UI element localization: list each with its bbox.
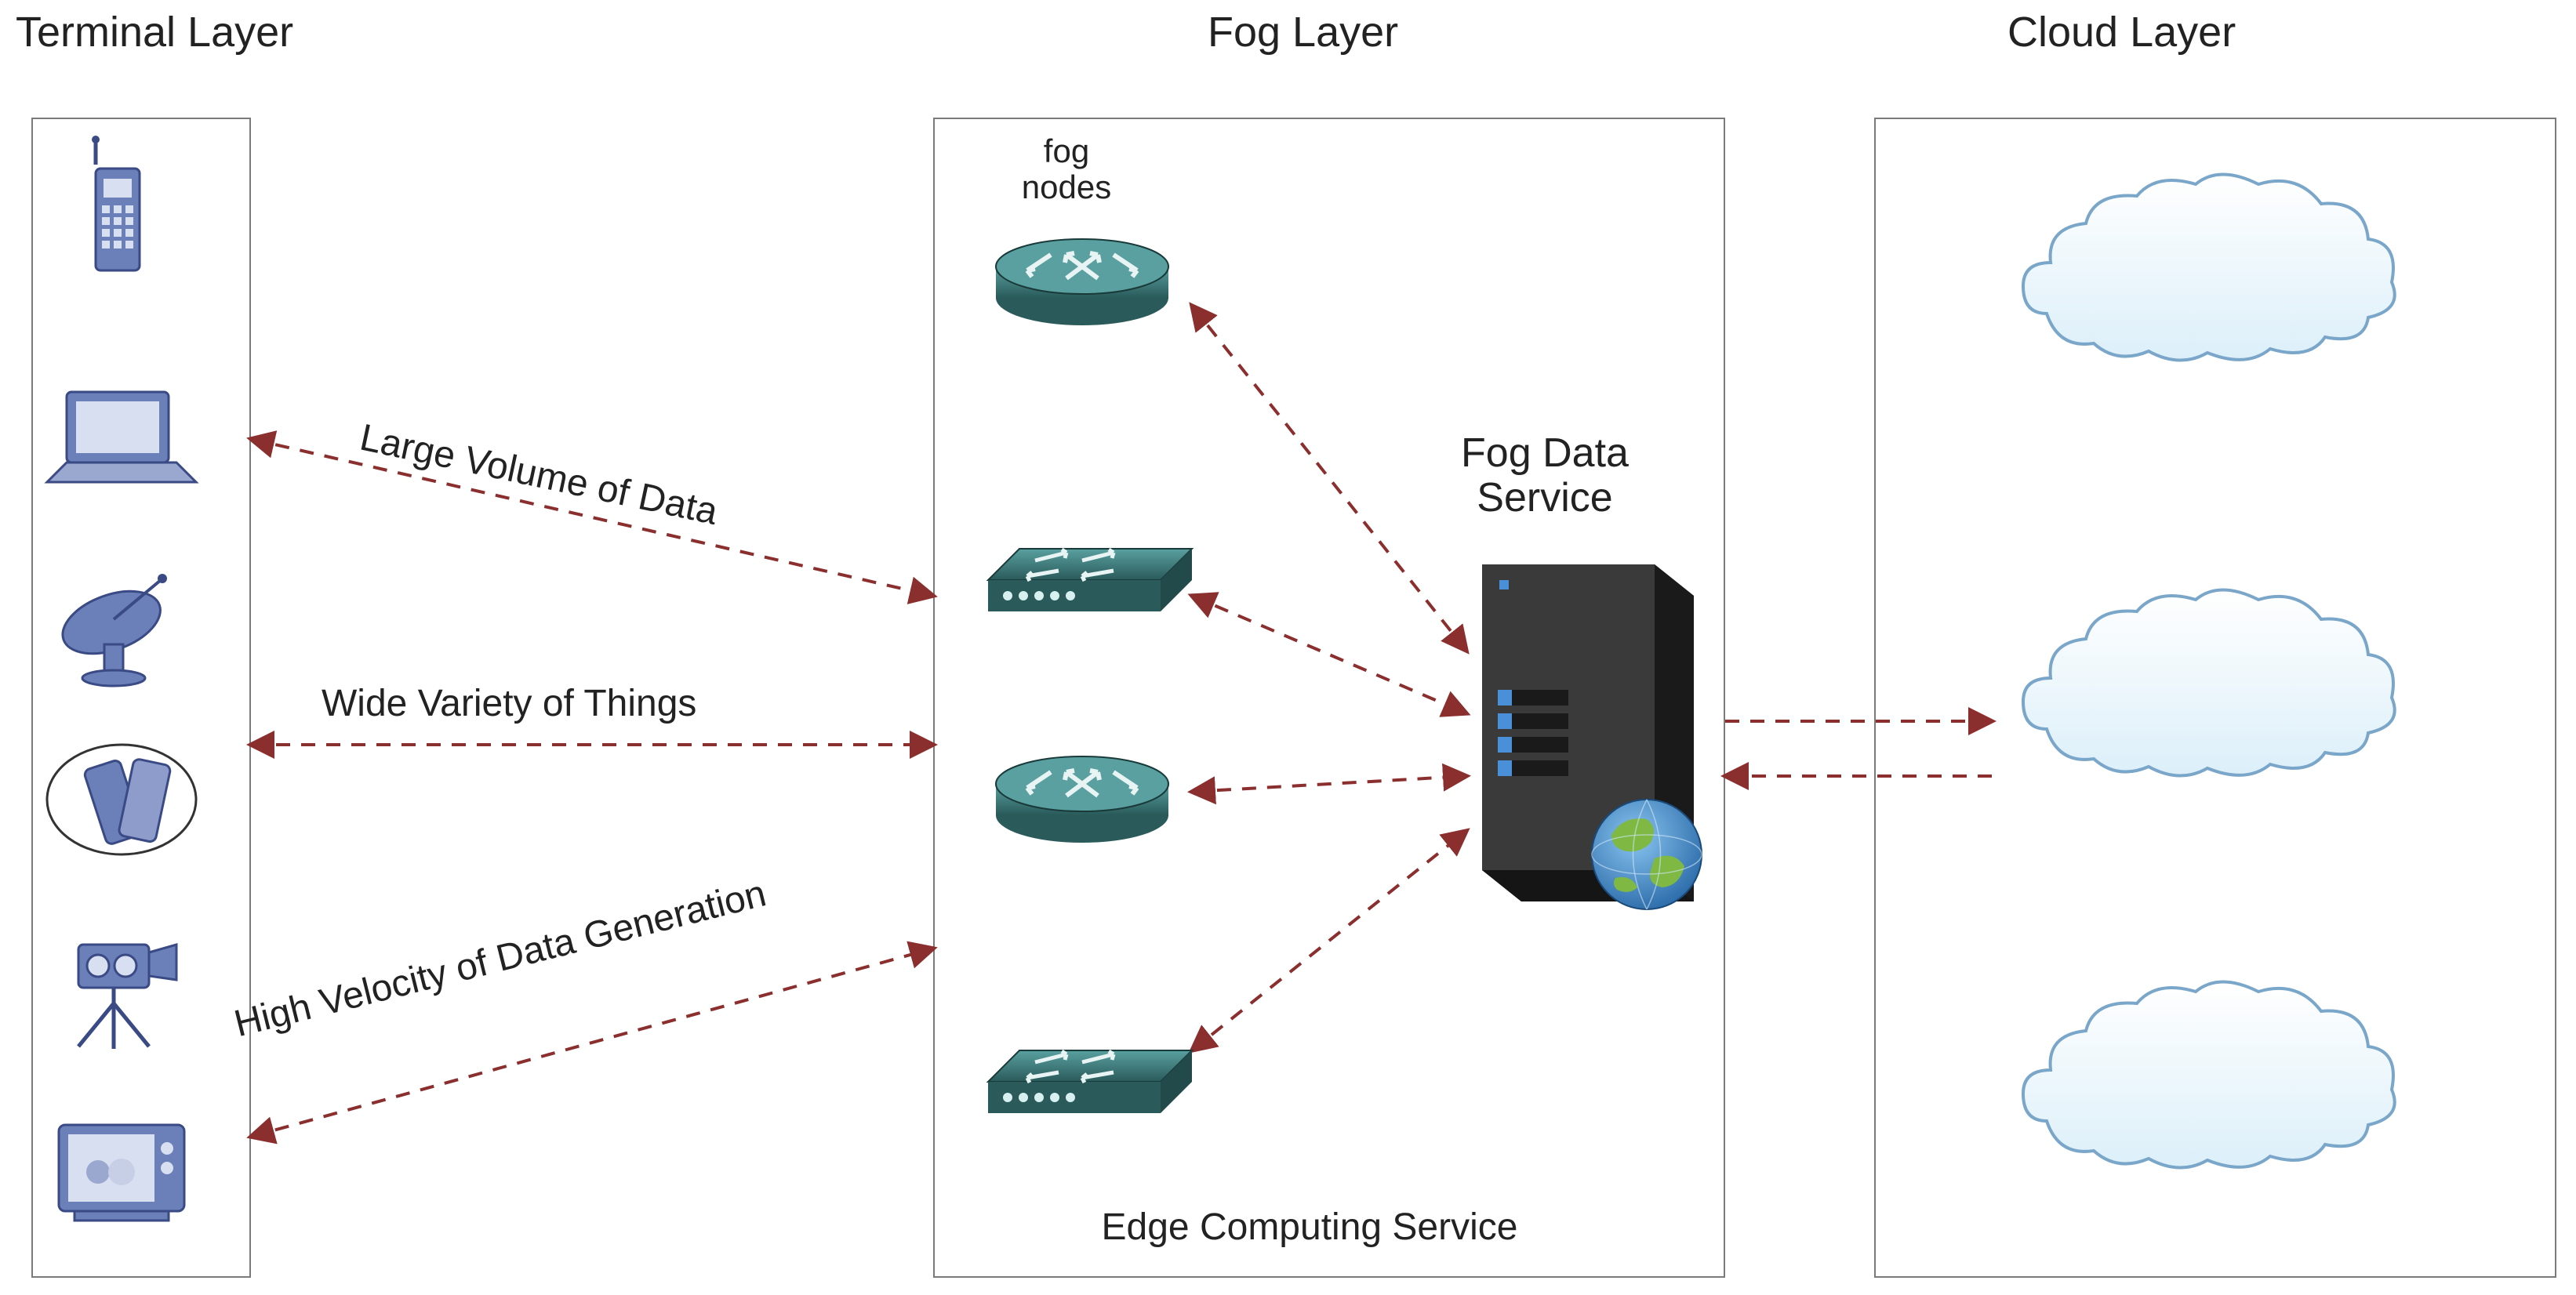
terminal-layer-box (31, 118, 251, 1278)
arrow-label-mid: Wide Variety of Things (322, 682, 696, 725)
cloud-layer-title: Cloud Layer (2007, 8, 2236, 56)
fog-layer-box (933, 118, 1725, 1278)
edge-computing-label: Edge Computing Service (1027, 1207, 1592, 1249)
arrow-label-bot: High Velocity of Data Generation (230, 872, 770, 1046)
cloud-label-2: Network Cloud (2125, 682, 2280, 709)
cloud-label-1: Network Cloud (2125, 267, 2280, 293)
arrow-terminal-fog-top (251, 439, 933, 596)
terminal-layer-title: Terminal Layer (16, 8, 293, 56)
fog-data-service-label: Fog Data Service (1404, 431, 1686, 521)
fog-layer-title: Fog Layer (1208, 8, 1398, 56)
arrow-label-top: Large Volume of Data (356, 416, 721, 534)
cloud-label-3: Network Cloud (2125, 1074, 2280, 1101)
fog-nodes-label: fog nodes (1004, 133, 1129, 205)
